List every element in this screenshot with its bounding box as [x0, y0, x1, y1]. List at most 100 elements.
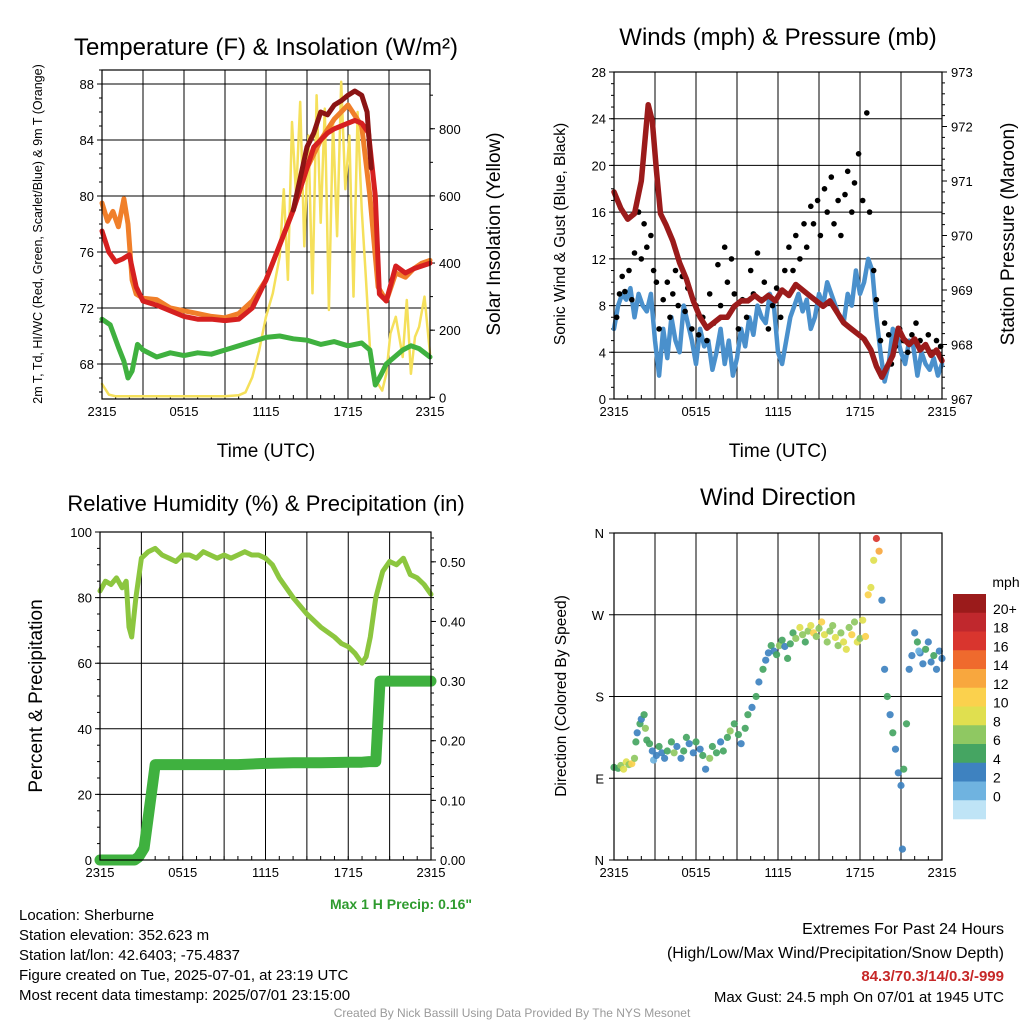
direction-point: [915, 647, 923, 655]
direction-point: [633, 729, 641, 737]
colorbar-label: 18: [993, 620, 1009, 636]
direction-point: [924, 638, 932, 646]
direction-point: [897, 781, 905, 790]
direction-point: [692, 738, 700, 746]
wind-direction-panel: Wind Direction Direction (Colored By Spee…: [553, 484, 1020, 880]
colorbar-label: 2: [993, 770, 1001, 786]
gust-point: [724, 279, 731, 286]
y-tick-label: 4: [599, 345, 606, 360]
gust-point: [644, 244, 650, 250]
gust-point: [717, 302, 724, 309]
colorbar-swatch: [953, 762, 986, 782]
y-tick-label: N: [595, 853, 604, 868]
gust-point: [873, 296, 880, 303]
gust-point: [828, 174, 835, 180]
gust-point: [909, 332, 915, 338]
x-tick-label: 2315: [928, 404, 957, 419]
y-tick-label: 80: [78, 591, 92, 606]
direction-point: [726, 727, 734, 735]
direction-point: [778, 636, 786, 644]
gust-point: [835, 197, 841, 204]
y-tick-label: S: [595, 690, 604, 705]
y2-tick-label: 0: [439, 390, 446, 405]
gust-point: [650, 267, 657, 274]
station-latlon: Station lat/lon: 42.6403; -75.4837: [19, 947, 241, 964]
gust-point: [631, 250, 638, 256]
y-axis-label: Direction (Colored By Speed): [553, 595, 570, 797]
series-line-2m-t: [290, 88, 374, 213]
colorbar-swatch: [953, 800, 986, 820]
gust-point: [777, 314, 784, 321]
gust-point: [728, 256, 735, 262]
direction-point: [759, 665, 767, 673]
gust-point: [933, 337, 940, 344]
direction-point: [755, 678, 763, 686]
y2-tick-label: 800: [439, 122, 461, 137]
y2-tick-label: 967: [951, 392, 973, 407]
x-tick-label: 1715: [846, 865, 875, 880]
direction-point: [815, 624, 823, 633]
direction-point: [850, 618, 859, 626]
direction-point: [775, 642, 784, 650]
direction-point: [641, 724, 650, 732]
gust-point: [622, 288, 628, 295]
direction-point: [706, 754, 714, 762]
y2-tick-label: 970: [951, 229, 973, 244]
gust-point: [831, 221, 837, 227]
y2-tick-label: 972: [951, 120, 973, 135]
series-line-2m-td: [99, 316, 433, 388]
direction-point: [655, 742, 663, 751]
direction-point: [930, 652, 938, 660]
gust-point: [782, 267, 788, 274]
most-recent-data: Most recent data timestamp: 2025/07/01 2…: [19, 987, 351, 1004]
direction-point: [848, 631, 856, 639]
gust-point: [765, 326, 772, 332]
y-tick-label: 12: [592, 252, 606, 267]
direction-point: [741, 724, 749, 732]
gust-point: [913, 320, 919, 326]
gust-point: [810, 221, 817, 227]
direction-point: [737, 740, 745, 748]
direction-point: [894, 769, 902, 777]
temperature-insolation-panel: Temperature (F) & Insolation (W/m²) Time …: [31, 34, 505, 462]
direction-point: [773, 651, 781, 659]
direction-point: [889, 729, 897, 737]
direction-point: [807, 622, 815, 630]
direction-point: [820, 631, 829, 639]
gust-point: [626, 267, 632, 274]
direction-point: [640, 711, 648, 719]
y-tick-label: 76: [80, 245, 94, 260]
y2-tick-label: 0.00: [440, 853, 465, 868]
gust-point: [747, 267, 754, 274]
direction-point: [680, 747, 688, 755]
y2-tick-label: 971: [951, 174, 973, 189]
colorbar-unit: mph: [992, 574, 1019, 590]
gust-point: [773, 285, 780, 291]
x-tick-label: 2315: [416, 404, 445, 419]
y-tick-label: 72: [80, 301, 94, 316]
gust-point: [670, 291, 676, 297]
gust-point: [704, 337, 710, 344]
winds-pressure-panel: Winds (mph) & Pressure (mb) Time (UTC) Son…: [552, 24, 1019, 462]
direction-point: [784, 654, 792, 663]
y-tick-label: N: [595, 526, 604, 541]
direction-point: [840, 638, 848, 646]
gust-point: [870, 267, 877, 274]
extremes-block: Extremes For Past 24 Hours (High/Low/Max…: [667, 918, 1004, 1008]
y-tick-label: 68: [80, 357, 94, 372]
colorbar-label: 10: [993, 695, 1009, 711]
direction-point: [781, 642, 789, 651]
gust-point: [743, 314, 750, 321]
direction-point: [723, 733, 732, 742]
chart-title: Relative Humidity (%) & Precipitation (i…: [67, 491, 464, 516]
gust-point: [793, 232, 799, 239]
station-location: Location: Sherburne: [19, 907, 155, 924]
gust-point: [672, 267, 679, 274]
direction-point: [932, 665, 941, 673]
direction-point: [859, 616, 867, 624]
direction-point: [908, 652, 916, 660]
gust-point: [786, 244, 792, 250]
direction-point: [658, 749, 666, 757]
direction-point: [842, 645, 850, 653]
